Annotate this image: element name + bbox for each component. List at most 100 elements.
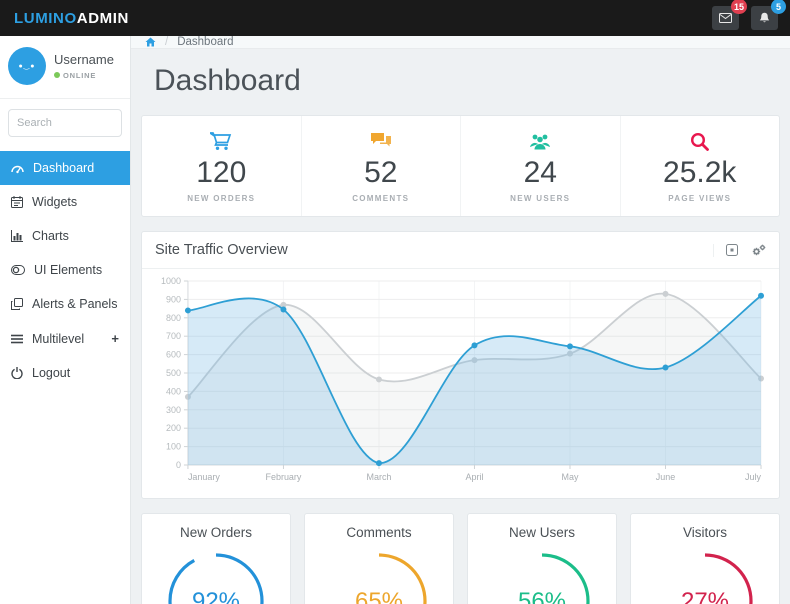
sidebar-item-charts[interactable]: Charts — [0, 219, 130, 253]
sidebar-item-alerts-panels[interactable]: Alerts & Panels — [0, 287, 130, 321]
sidebar-item-label: Charts — [32, 229, 69, 243]
svg-text:100: 100 — [166, 442, 181, 452]
envelope-icon — [719, 13, 732, 23]
sidebar-item-label: UI Elements — [34, 263, 103, 277]
donut-chart-comments: 65% — [305, 549, 453, 604]
traffic-line-chart[interactable]: 0 100 200 300 400 500 600 700 800 900 1000 January F… — [152, 275, 769, 493]
brand-secondary: ADMIN — [76, 9, 129, 27]
svg-text:800: 800 — [166, 313, 181, 323]
svg-text:June: June — [656, 472, 675, 482]
donut-panel-visitors: Visitors 27% — [630, 513, 780, 604]
donut-title: New Orders — [179, 525, 252, 540]
svg-text:92%: 92% — [192, 588, 240, 604]
online-status: ONLINE — [54, 71, 114, 80]
stat-new-orders: 120 NEW ORDERS — [142, 116, 302, 216]
panel-actions — [713, 243, 766, 257]
sidebar-item-widgets[interactable]: Widgets — [0, 185, 130, 219]
svg-text:200: 200 — [166, 423, 181, 433]
bell-icon — [759, 12, 770, 24]
bar-chart-icon — [11, 230, 23, 242]
svg-text:500: 500 — [166, 368, 181, 378]
stat-value: 24 — [523, 156, 557, 189]
stat-new-users: 24 NEW USERS — [461, 116, 621, 216]
breadcrumb-current[interactable]: Dashboard — [177, 36, 234, 48]
search-icon — [621, 131, 780, 151]
cart-icon — [142, 131, 301, 151]
donut-panel-comments: Comments 65% — [304, 513, 454, 604]
svg-text:900: 900 — [166, 294, 181, 304]
brand-primary: LUMINO — [14, 9, 77, 27]
clone-icon — [11, 298, 23, 310]
page-title: Dashboard — [154, 64, 301, 97]
home-icon[interactable] — [145, 37, 156, 47]
svg-text:1000: 1000 — [161, 276, 181, 286]
sidebar-item-dashboard[interactable]: Dashboard — [0, 151, 130, 185]
donut-chart-new-users: 56% — [468, 549, 616, 604]
sidebar-item-label: Alerts & Panels — [32, 297, 118, 311]
minimize-panel-icon[interactable] — [726, 244, 738, 256]
toggle-icon — [11, 265, 25, 275]
donut-title: New Users — [508, 525, 575, 540]
sidebar-item-label: Widgets — [32, 195, 78, 209]
brand-logo[interactable]: LUMINOADMIN — [14, 10, 129, 27]
messages-button[interactable]: 15 — [712, 0, 747, 30]
user-profile: ●‿● Username ONLINE — [0, 36, 130, 99]
stat-value: 25.2k — [663, 156, 737, 189]
traffic-panel-heading: Site Traffic Overview — [142, 232, 779, 269]
stat-value: 120 — [196, 156, 247, 189]
svg-text:April: April — [465, 472, 483, 482]
breadcrumb: / Dashboard — [131, 36, 790, 49]
calendar-icon — [11, 196, 23, 208]
topbar-actions: 15 5 — [712, 0, 786, 30]
sidebar-item-logout[interactable]: Logout — [0, 356, 130, 390]
donut-panel-new-users: New Users 56% — [467, 513, 617, 604]
svg-text:700: 700 — [166, 331, 181, 341]
notifications-button[interactable]: 5 — [751, 0, 786, 30]
dashboard-icon — [11, 162, 24, 174]
traffic-panel: Site Traffic Overview 0 100 200 300 400 500 60… — [141, 231, 780, 499]
traffic-chart-body: 0 100 200 300 400 500 600 700 800 900 1000 January F… — [142, 269, 779, 498]
svg-text:March: March — [366, 472, 391, 482]
donut-panel-new-orders: New Orders 92% — [141, 513, 291, 604]
svg-text:0: 0 — [176, 460, 181, 470]
stats-panel: 120 NEW ORDERS 52 COMMENTS 24 NEW USERS — [141, 115, 780, 217]
svg-text:65%: 65% — [355, 588, 403, 604]
traffic-panel-title: Site Traffic Overview — [155, 242, 288, 258]
users-icon — [461, 131, 620, 151]
sidebar-item-multilevel[interactable]: Multilevel + — [0, 321, 130, 356]
stat-comments: 52 COMMENTS — [302, 116, 461, 216]
sidebar-search — [0, 99, 130, 149]
avatar[interactable]: ●‿● — [8, 47, 46, 85]
status-dot-icon — [54, 72, 60, 79]
sidebar-item-label: Dashboard — [33, 161, 95, 175]
donut-row: New Orders 92% Comments 65% New Users 56… — [141, 513, 780, 604]
comments-icon — [302, 131, 461, 151]
svg-text:February: February — [265, 472, 301, 482]
svg-text:July: July — [745, 472, 761, 482]
stat-page-views: 25.2k PAGE VIEWS — [621, 116, 780, 216]
sidebar-item-label: Multilevel — [32, 331, 85, 346]
svg-text:January: January — [188, 472, 220, 482]
sidebar-item-ui-elements[interactable]: UI Elements — [0, 253, 130, 287]
donut-chart-new-orders: 92% — [142, 549, 290, 604]
expand-plus-icon[interactable]: + — [111, 331, 119, 346]
svg-text:400: 400 — [166, 386, 181, 396]
stat-label: NEW USERS — [510, 194, 571, 203]
breadcrumb-separator: / — [165, 36, 169, 48]
svg-text:27%: 27% — [681, 588, 729, 604]
stat-label: NEW ORDERS — [187, 194, 256, 203]
sidebar-menu: Dashboard Widgets Charts UI Elements Ale… — [0, 151, 130, 390]
power-icon — [11, 367, 23, 379]
top-navbar: LUMINOADMIN 15 5 — [0, 0, 790, 36]
svg-text:600: 600 — [166, 350, 181, 360]
stat-label: COMMENTS — [352, 194, 410, 203]
donut-chart-visitors: 27% — [631, 549, 779, 604]
sidebar-item-label: Logout — [32, 366, 71, 380]
svg-text:May: May — [562, 472, 579, 482]
settings-gears-icon[interactable] — [751, 244, 766, 257]
status-label: ONLINE — [63, 70, 97, 80]
stat-value: 52 — [364, 156, 398, 189]
svg-text:300: 300 — [166, 405, 181, 415]
search-input[interactable] — [8, 109, 122, 137]
bars-icon — [11, 334, 23, 344]
